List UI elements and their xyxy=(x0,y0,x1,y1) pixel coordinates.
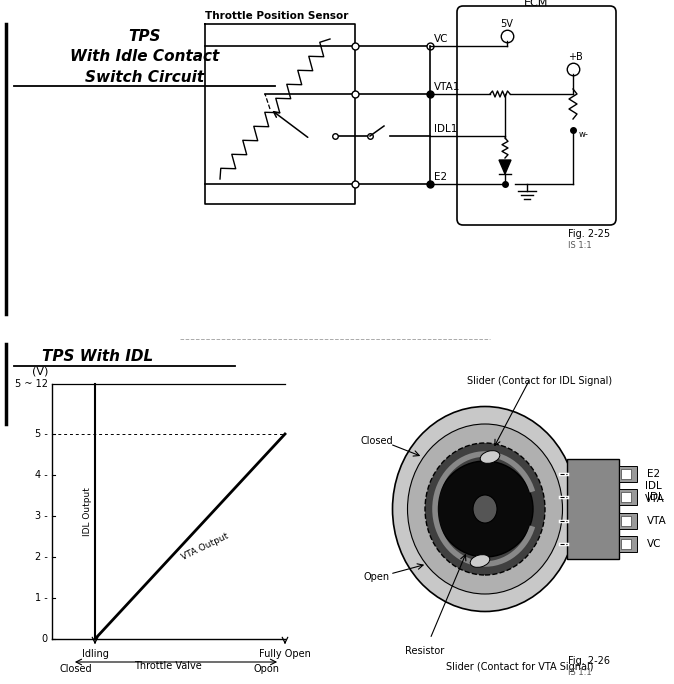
Text: Idling: Idling xyxy=(82,649,109,659)
Text: VC: VC xyxy=(647,539,661,549)
Text: 1 -: 1 - xyxy=(35,593,48,603)
Text: IS 1:1: IS 1:1 xyxy=(568,241,592,250)
Text: IDL1: IDL1 xyxy=(434,124,458,134)
Bar xyxy=(621,539,631,549)
Circle shape xyxy=(437,461,533,557)
Text: Slider (Contact for VTA Signal): Slider (Contact for VTA Signal) xyxy=(446,662,594,672)
Ellipse shape xyxy=(470,555,490,567)
Ellipse shape xyxy=(473,495,497,523)
Text: 4 -: 4 - xyxy=(35,470,48,480)
Text: ECM: ECM xyxy=(524,0,549,8)
Text: VTA: VTA xyxy=(645,494,665,504)
Text: TPS With IDL: TPS With IDL xyxy=(42,349,153,364)
Text: Resistor: Resistor xyxy=(405,646,445,656)
Text: Throttle Position Sensor: Throttle Position Sensor xyxy=(205,11,348,21)
FancyBboxPatch shape xyxy=(567,459,619,559)
Text: (V): (V) xyxy=(32,366,48,376)
Text: VTA1: VTA1 xyxy=(434,82,460,92)
Text: Opon: Opon xyxy=(254,664,280,674)
Text: IDL: IDL xyxy=(647,492,664,502)
Bar xyxy=(621,469,631,479)
Text: IDL: IDL xyxy=(645,481,662,491)
Bar xyxy=(619,513,637,529)
Text: VTA: VTA xyxy=(647,516,667,526)
Text: E2: E2 xyxy=(434,172,447,182)
Text: 5V: 5V xyxy=(501,19,514,29)
Text: +B: +B xyxy=(568,52,582,62)
Text: TPS: TPS xyxy=(129,29,161,44)
Text: 2 -: 2 - xyxy=(35,552,48,562)
Ellipse shape xyxy=(425,443,545,575)
Text: IS 1:1: IS 1:1 xyxy=(568,668,592,677)
Text: Open: Open xyxy=(364,572,390,582)
Text: VC: VC xyxy=(434,34,448,44)
Text: E2: E2 xyxy=(647,469,660,479)
Text: VTA Output: VTA Output xyxy=(180,531,230,562)
Text: 0: 0 xyxy=(42,634,48,644)
Text: Switch Circuit: Switch Circuit xyxy=(86,70,205,85)
Text: 3 -: 3 - xyxy=(35,511,48,521)
Text: With Idle Contact: With Idle Contact xyxy=(70,49,220,64)
Bar xyxy=(621,492,631,502)
Text: Closed: Closed xyxy=(361,436,394,446)
Bar xyxy=(619,489,637,505)
Text: w-: w- xyxy=(579,130,589,139)
Ellipse shape xyxy=(392,406,578,611)
Text: Fig. 2-25: Fig. 2-25 xyxy=(568,229,610,239)
Text: 5 -: 5 - xyxy=(35,429,48,439)
Text: IDL Output: IDL Output xyxy=(84,488,92,536)
Bar xyxy=(619,536,637,552)
Text: 5 ~ 12: 5 ~ 12 xyxy=(15,379,48,389)
Text: Closed: Closed xyxy=(60,664,92,674)
Text: Fully Open: Fully Open xyxy=(259,649,311,659)
Text: Slider (Contact for IDL Signal): Slider (Contact for IDL Signal) xyxy=(468,376,613,386)
Text: Fig. 2-26: Fig. 2-26 xyxy=(568,656,610,666)
Text: Throttle Valve: Throttle Valve xyxy=(134,661,202,671)
Polygon shape xyxy=(499,160,511,174)
Ellipse shape xyxy=(408,424,563,594)
Ellipse shape xyxy=(480,451,500,463)
Bar xyxy=(621,516,631,526)
Bar xyxy=(619,466,637,482)
